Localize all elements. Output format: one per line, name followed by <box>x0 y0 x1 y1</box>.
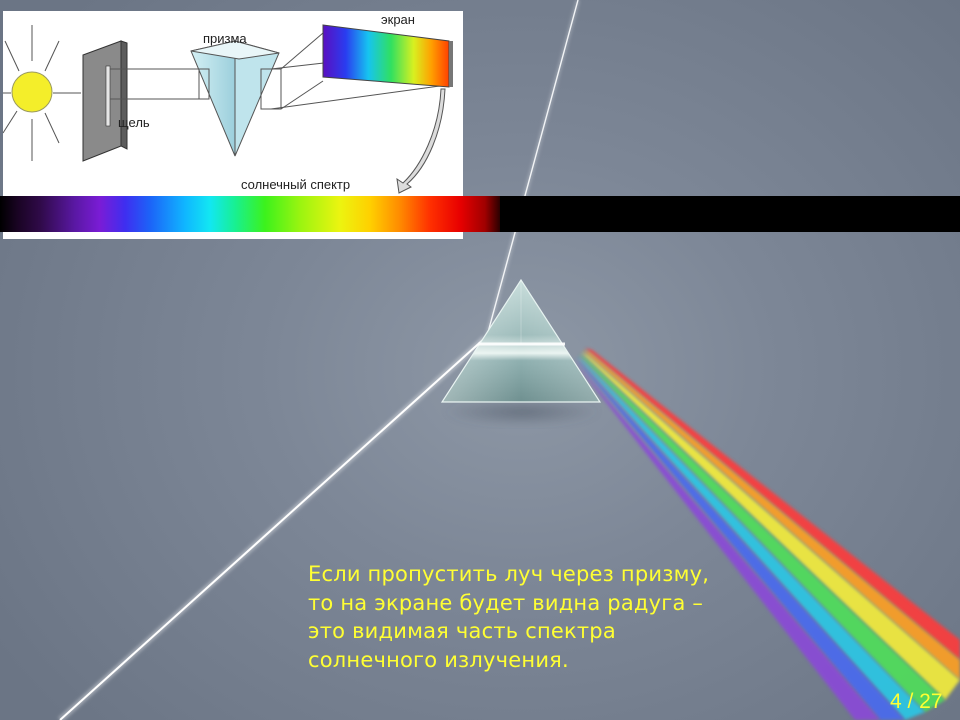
caption-line-2: то на экране будет видна радуга – <box>308 590 704 615</box>
caption-line-3: это видимая часть спектра <box>308 619 616 643</box>
spectrum-strip <box>0 196 960 232</box>
reflected-beam <box>486 0 579 337</box>
screen-icon <box>322 24 453 88</box>
rainbow-fan <box>573 348 960 720</box>
glass-prism <box>440 278 602 403</box>
prism-icon <box>190 40 282 157</box>
arrow-icon <box>396 88 446 194</box>
label-slit: щель <box>118 115 150 130</box>
slit-plate <box>82 40 128 162</box>
sun-icon <box>3 25 81 161</box>
caption-line-1: Если пропустить луч через призму, <box>308 562 710 586</box>
caption-text: Если пропустить луч через призму, то на … <box>308 560 758 674</box>
prism-shadow <box>444 398 600 426</box>
incoming-beam <box>59 337 486 720</box>
label-screen: экран <box>381 12 415 27</box>
caption-line-4: солнечного излучения. <box>308 647 569 672</box>
label-prism: призма <box>203 31 247 46</box>
page-counter: 4 / 27 <box>890 690 943 713</box>
visible-spectrum-bar <box>0 196 500 232</box>
label-solar-spectrum: солнечный спектр <box>241 177 351 192</box>
